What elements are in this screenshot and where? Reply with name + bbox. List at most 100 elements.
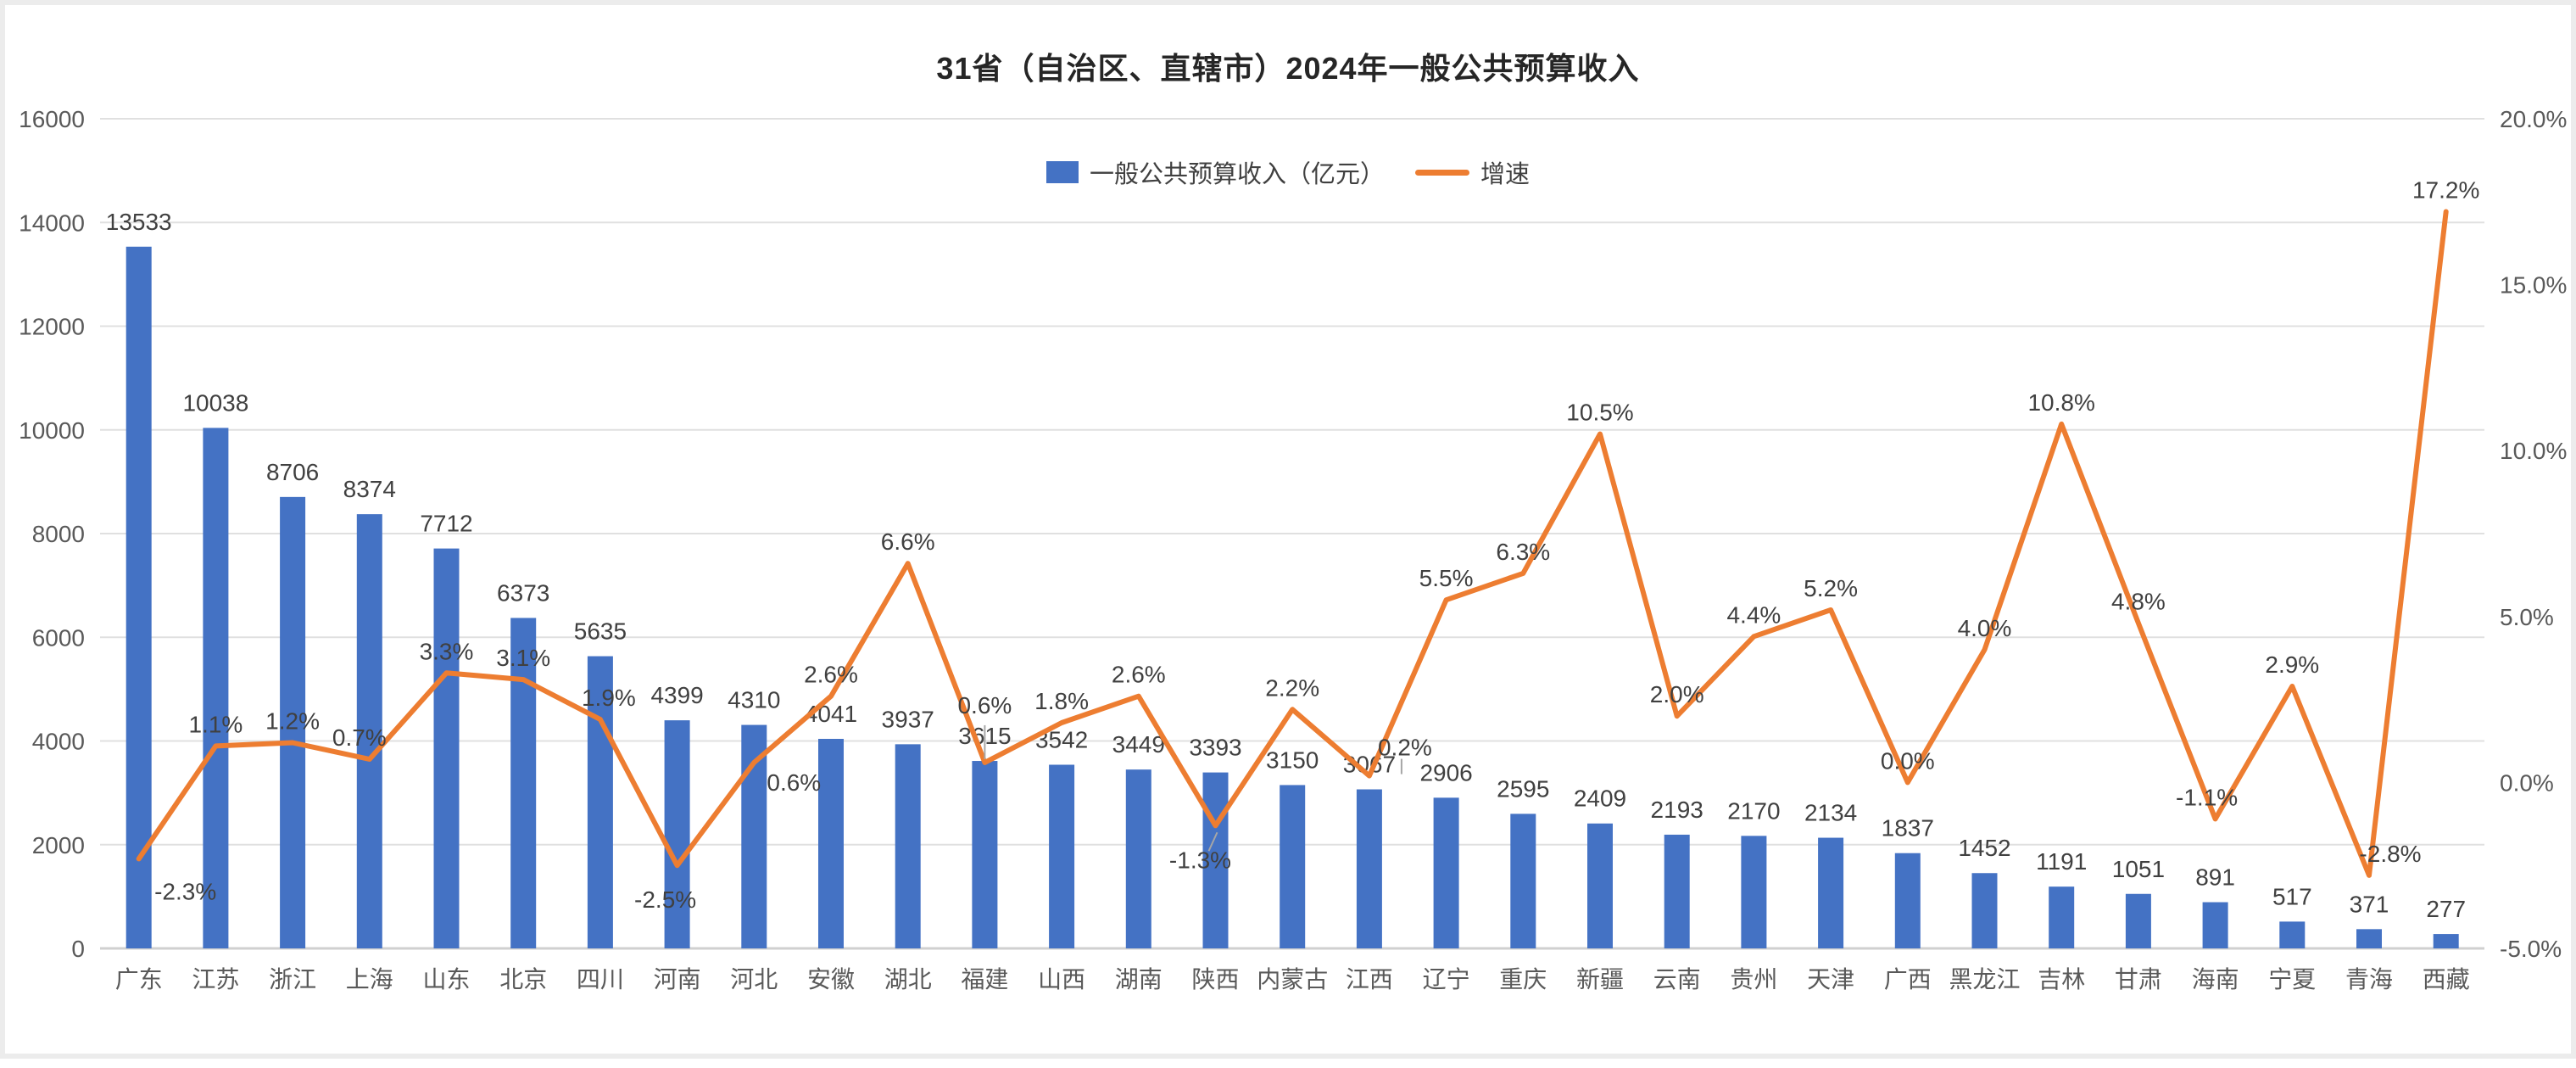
bar-value-label: 3150 (1266, 746, 1319, 773)
growth-value-label: -2.5% (634, 886, 696, 913)
growth-value-label: 2.9% (2265, 651, 2319, 678)
growth-line[interactable] (136, 209, 2449, 878)
growth-value-label: 1.9% (582, 685, 636, 711)
growth-value-label: 5.5% (1419, 565, 1474, 591)
bar-value-label: 517 (2272, 883, 2312, 909)
bar-value-label: 2170 (1727, 797, 1780, 824)
bar-上海[interactable] (356, 514, 382, 948)
label-leader-line (1207, 831, 1218, 852)
bar-江苏[interactable] (203, 428, 229, 948)
bar-甘肃[interactable] (2125, 893, 2151, 948)
plot-area[interactable]: 0 2000 4000 6000 8000 10000 12000 14000 16000 -5.… (5, 5, 2576, 1064)
x-category-label: 重庆 (1499, 966, 1547, 993)
x-category-label: 新疆 (1576, 966, 1624, 993)
legend-item-growth[interactable]: 增速 (1415, 154, 1530, 190)
growth-value-label: 10.8% (2027, 389, 2094, 416)
bar-山西[interactable] (1049, 764, 1075, 948)
bar-value-label: 8706 (266, 459, 319, 485)
bar-山东[interactable] (433, 548, 460, 948)
x-category-label: 黑龙江 (1949, 966, 2020, 993)
growth-value-label: 4.0% (1958, 615, 2012, 641)
bar-内蒙古[interactable] (1280, 785, 1306, 948)
y-left-tick: 12000 (19, 314, 85, 340)
y-right-tick: 20.0% (2500, 106, 2567, 132)
bar-value-label: 3393 (1189, 735, 1241, 761)
y-right-tick: 5.0% (2500, 604, 2554, 630)
x-category-label: 广东 (115, 966, 163, 993)
bar-value-label: 2409 (1574, 786, 1626, 812)
bar-青海[interactable] (2356, 929, 2382, 948)
x-category-label: 云南 (1653, 966, 1701, 993)
x-category-label: 安徽 (807, 966, 855, 993)
bar-吉林[interactable] (2049, 886, 2075, 948)
bar-value-label: 8374 (343, 476, 396, 502)
bar-福建[interactable] (972, 761, 998, 948)
growth-value-label: -1.1% (2176, 784, 2238, 810)
y-left-tick: 8000 (32, 521, 85, 547)
bar-云南[interactable] (1664, 834, 1690, 948)
bar-贵州[interactable] (1741, 836, 1767, 948)
bar-value-label: 3449 (1112, 731, 1165, 758)
growth-value-label: -2.3% (154, 878, 216, 904)
bar-湖北[interactable] (895, 744, 921, 948)
bar-浙江[interactable] (280, 496, 306, 948)
growth-value-label: 3.3% (420, 638, 474, 664)
bar-value-label: 1191 (2036, 848, 2087, 875)
growth-value-label: 0.6% (957, 692, 1012, 719)
bar-西藏[interactable] (2433, 934, 2459, 948)
x-category-label: 吉林 (2038, 966, 2085, 993)
growth-value-label: 5.2% (1804, 575, 1858, 601)
y-right-tick: -5.0% (2500, 936, 2562, 962)
x-category-label: 海南 (2192, 966, 2239, 993)
bar-天津[interactable] (1818, 837, 1844, 948)
bar-黑龙江[interactable] (1971, 873, 1998, 948)
y-right-tick: 15.0% (2500, 272, 2567, 299)
bar-value-label: 2134 (1804, 800, 1857, 826)
bar-重庆[interactable] (1510, 814, 1536, 948)
growth-value-label: 1.1% (188, 711, 243, 737)
bar-value-label: 891 (2195, 864, 2235, 891)
bar-value-label: 6373 (497, 579, 549, 606)
growth-value-label: 4.4% (1726, 601, 1781, 628)
legend-item-revenue[interactable]: 一般公共预算收入（亿元） (1045, 154, 1385, 190)
x-category-label: 湖北 (884, 966, 932, 993)
x-category-label: 江苏 (192, 966, 239, 993)
bar-新疆[interactable] (1587, 823, 1613, 948)
growth-value-label: -1.3% (1169, 847, 1231, 873)
x-category-label: 山东 (422, 966, 470, 993)
bar-陕西[interactable] (1202, 772, 1229, 948)
bar-value-label: 2595 (1497, 775, 1549, 802)
growth-value-label: 0.2% (1378, 735, 1432, 761)
x-category-label: 宁夏 (2268, 966, 2316, 993)
growth-value-label: 3.1% (496, 645, 550, 671)
x-category-label: 贵州 (1730, 966, 1777, 993)
y-left-tick: 10000 (19, 417, 85, 444)
bar-海南[interactable] (2202, 902, 2228, 948)
bar-湖南[interactable] (1125, 769, 1151, 948)
growth-value-label: -2.8% (2359, 841, 2421, 867)
bar-河南[interactable] (664, 720, 690, 948)
bar-辽宁[interactable] (1433, 797, 1459, 948)
x-category-label: 北京 (499, 966, 547, 993)
x-category-label: 青海 (2345, 966, 2393, 993)
bar-value-label: 2193 (1651, 797, 1703, 823)
growth-value-label: 2.0% (1650, 681, 1704, 707)
x-category-label: 上海 (346, 966, 393, 993)
y-left-tick: 16000 (19, 106, 85, 132)
growth-value-label: 0.6% (767, 769, 821, 796)
bar-广东[interactable] (125, 246, 152, 948)
bar-value-label: 4310 (728, 687, 780, 713)
bar-安徽[interactable] (818, 738, 844, 948)
bar-宁夏[interactable] (2279, 921, 2306, 948)
bar-北京[interactable] (510, 618, 537, 948)
bar-四川[interactable] (587, 656, 613, 948)
bar-江西[interactable] (1356, 789, 1382, 948)
y-left-tick: 2000 (32, 832, 85, 858)
bar-河北[interactable] (741, 724, 767, 948)
x-category-label: 天津 (1807, 966, 1854, 993)
legend: 一般公共预算收入（亿元） 增速 (5, 154, 2571, 190)
bar-value-label: 371 (2350, 891, 2389, 917)
x-category-label: 陕西 (1191, 966, 1239, 993)
bar-广西[interactable] (1894, 853, 1921, 948)
